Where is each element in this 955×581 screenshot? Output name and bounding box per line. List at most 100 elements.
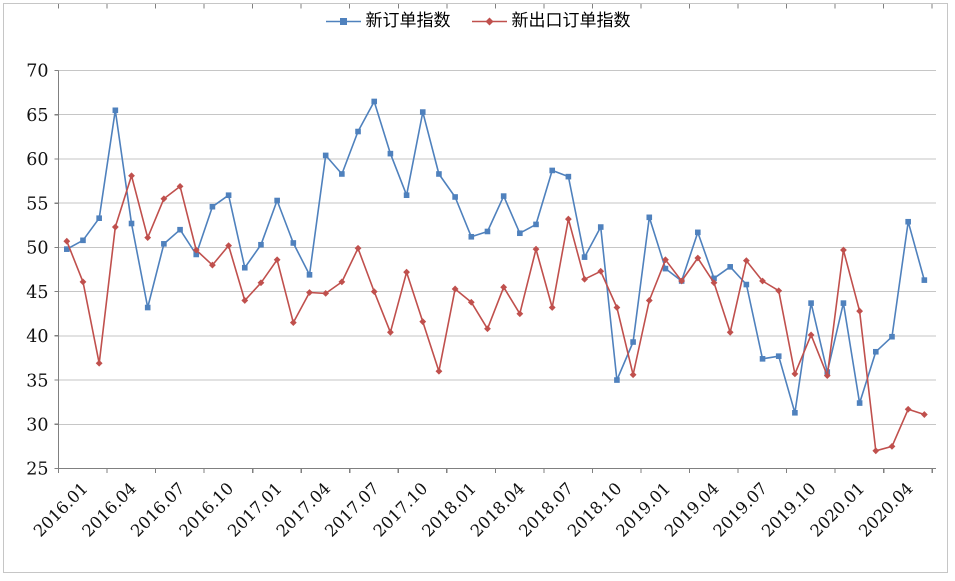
data-point-marker <box>775 287 783 295</box>
data-point-marker <box>905 218 911 225</box>
data-point-marker <box>500 193 507 199</box>
data-point-marker <box>177 226 183 233</box>
data-point-marker <box>645 297 653 304</box>
legend-label: 新订单指数 <box>365 11 451 31</box>
y-axis-tick-label: 40 <box>26 327 48 347</box>
data-point-marker <box>565 173 572 180</box>
y-axis-tick-label: 55 <box>26 194 48 214</box>
legend-label: 新出口订单指数 <box>511 11 631 31</box>
data-point-marker <box>339 171 345 177</box>
data-point-marker <box>192 246 200 254</box>
data-point-marker <box>581 254 588 260</box>
data-point-marker <box>597 267 605 275</box>
data-point-marker <box>289 319 297 326</box>
data-point-marker <box>209 261 216 269</box>
data-point-marker <box>403 192 410 199</box>
data-point-marker <box>306 289 313 296</box>
data-point-marker <box>436 171 442 177</box>
data-point-marker <box>322 289 330 297</box>
data-point-marker <box>564 215 572 223</box>
y-axis-tick-label: 65 <box>26 106 48 126</box>
data-point-marker <box>743 281 750 288</box>
data-point-marker <box>678 277 686 285</box>
data-point-marker <box>694 254 702 262</box>
data-point-marker <box>500 283 508 291</box>
data-point-marker <box>920 411 928 418</box>
data-point-marker <box>274 197 280 204</box>
data-point-marker <box>726 328 734 336</box>
data-point-marker <box>96 215 102 222</box>
data-point-marker <box>614 377 620 383</box>
data-point-marker <box>484 325 491 333</box>
data-point-marker <box>355 128 361 135</box>
data-point-marker <box>258 241 264 248</box>
data-point-marker <box>597 224 604 230</box>
data-point-marker <box>435 367 443 375</box>
series-line <box>66 174 926 452</box>
data-point-marker <box>371 98 378 105</box>
data-point-marker <box>209 203 216 210</box>
data-point-marker <box>160 195 168 203</box>
data-point-marker <box>193 251 200 258</box>
data-point-marker <box>629 371 637 379</box>
data-point-marker <box>63 237 71 245</box>
data-point-marker <box>290 240 297 246</box>
data-point-marker <box>241 264 248 271</box>
data-point-marker <box>467 298 475 306</box>
data-point-marker <box>548 304 556 311</box>
data-point-marker <box>112 107 119 114</box>
data-point-marker <box>775 353 782 359</box>
data-point-marker <box>710 279 718 287</box>
data-point-marker <box>161 241 167 247</box>
diamond-icon <box>471 17 507 26</box>
legend-item-new-orders: 新订单指数 <box>325 13 451 30</box>
data-point-marker <box>451 285 459 293</box>
data-point-marker <box>484 228 491 235</box>
data-point-marker <box>419 109 426 115</box>
chart-legend: 新订单指数 新出口订单指数 <box>0 13 955 30</box>
data-point-marker <box>646 214 653 221</box>
data-point-marker <box>95 359 103 367</box>
data-point-marker <box>225 192 232 199</box>
data-point-marker <box>662 265 669 272</box>
data-point-marker <box>370 288 378 296</box>
data-point-marker <box>80 237 86 244</box>
series-new-export-orders <box>63 172 928 455</box>
data-point-marker <box>128 172 135 180</box>
data-point-marker <box>759 356 766 362</box>
data-point-marker <box>176 182 184 190</box>
data-point-marker <box>662 256 669 264</box>
data-point-marker <box>306 272 313 278</box>
data-point-marker <box>144 234 152 242</box>
data-point-marker <box>581 275 588 283</box>
legend-item-new-export-orders: 新出口订单指数 <box>471 13 631 30</box>
data-point-marker <box>338 278 346 286</box>
data-point-marker <box>225 242 232 250</box>
data-point-marker <box>742 257 750 265</box>
data-point-marker <box>64 246 70 252</box>
axes <box>54 4 936 473</box>
data-point-marker <box>403 268 410 276</box>
data-point-marker <box>888 442 896 450</box>
data-point-marker <box>807 331 815 339</box>
x-axis-tick-label: 2020.04 <box>855 479 917 541</box>
series-new-orders <box>64 98 928 416</box>
data-point-marker <box>533 221 539 228</box>
data-point-marker <box>517 230 523 237</box>
data-point-marker <box>873 348 879 355</box>
data-point-marker <box>79 278 87 286</box>
data-point-marker <box>549 167 555 174</box>
y-axis-tick-label: 60 <box>26 150 48 170</box>
data-point-marker <box>419 318 427 326</box>
x-tick-labels: 2016.012016.042016.072016.102017.012017.… <box>30 479 917 541</box>
data-point-marker <box>630 339 636 345</box>
data-point-marker <box>872 447 880 455</box>
y-axis-tick-label: 35 <box>26 371 48 391</box>
y-axis-tick-label: 45 <box>26 283 48 303</box>
data-point-marker <box>856 307 864 315</box>
data-point-marker <box>727 264 733 270</box>
data-point-marker <box>354 244 362 252</box>
data-point-marker <box>322 152 329 159</box>
